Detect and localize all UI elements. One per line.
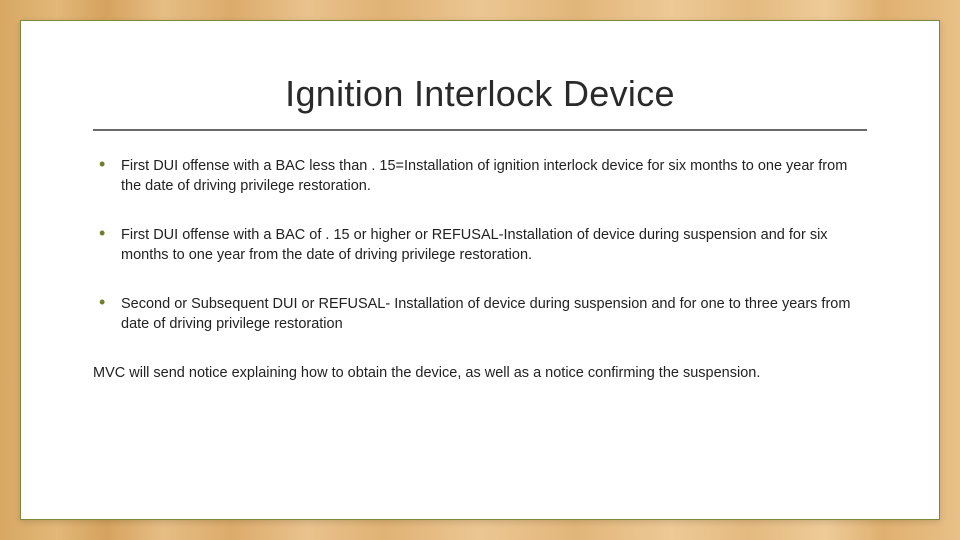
bullet-list: First DUI offense with a BAC less than .… xyxy=(93,157,867,334)
list-item: First DUI offense with a BAC of . 15 or … xyxy=(93,226,867,265)
slide-title: Ignition Interlock Device xyxy=(93,73,867,115)
slide-content: Ignition Interlock Device First DUI offe… xyxy=(21,21,939,519)
closing-paragraph: MVC will send notice explaining how to o… xyxy=(93,364,867,384)
title-rule xyxy=(93,129,867,131)
list-item: First DUI offense with a BAC less than .… xyxy=(93,157,867,196)
list-item: Second or Subsequent DUI or REFUSAL- Ins… xyxy=(93,295,867,334)
slide-frame: Ignition Interlock Device First DUI offe… xyxy=(20,20,940,520)
